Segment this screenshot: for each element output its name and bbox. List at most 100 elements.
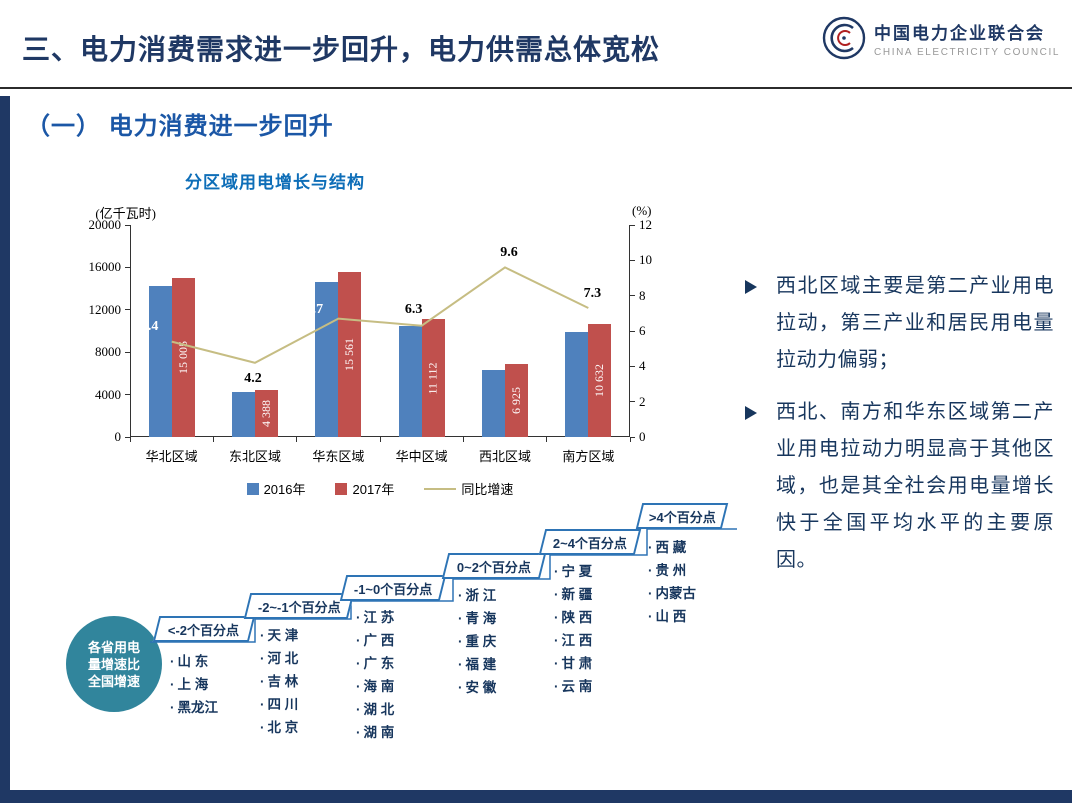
bullet-item: 西北、南方和华东区域第二产业用电拉动力明显高于其他区域，也是其全社会用电量增长快… bbox=[742, 394, 1054, 579]
province-item: 贵 州 bbox=[648, 559, 696, 582]
step-range-box: 2~4个百分点 bbox=[538, 529, 642, 555]
left-axis-label: 12000 bbox=[88, 301, 122, 317]
left-axis-tick bbox=[125, 394, 130, 396]
province-item: 河 北 bbox=[260, 647, 299, 670]
page-title: 三、电力消费需求进一步回升，电力供需总体宽松 bbox=[22, 34, 661, 65]
legend-label: 同比增速 bbox=[461, 482, 514, 497]
bar-2017: 6 925 bbox=[505, 363, 528, 437]
province-item: 广 东 bbox=[356, 652, 395, 675]
step-range-box: <-2个百分点 bbox=[152, 616, 256, 642]
category-label: 南方区域 bbox=[562, 449, 615, 464]
regional-electricity-chart: (亿千瓦时) (%) 0 4000 8000 12000 16000 20000 0 2 4 6 8… bbox=[60, 195, 720, 507]
step-range-box: -2~-1个百分点 bbox=[243, 593, 355, 619]
legend-label: 2017年 bbox=[352, 482, 395, 497]
right-axis-label: 4 bbox=[639, 358, 646, 374]
left-axis-unit: (亿千瓦时) bbox=[95, 206, 156, 221]
right-axis-label: 10 bbox=[639, 252, 652, 268]
left-axis-tick bbox=[125, 266, 130, 268]
right-axis-label: 12 bbox=[639, 217, 652, 232]
province-item: 宁 夏 bbox=[554, 560, 593, 583]
province-item: 黑龙江 bbox=[170, 696, 219, 719]
province-item: 四 川 bbox=[260, 693, 299, 716]
step-range-box: -1~0个百分点 bbox=[339, 575, 447, 601]
province-item: 天 津 bbox=[260, 624, 299, 647]
legend-label: 2016年 bbox=[263, 482, 306, 497]
bottom-accent-bar bbox=[0, 790, 1072, 803]
province-item: 浙 江 bbox=[458, 584, 497, 607]
line-value-label: 7.3 bbox=[583, 286, 602, 302]
x-axis-tick bbox=[546, 437, 548, 442]
chart-title: 分区域用电增长与结构 bbox=[185, 173, 365, 192]
x-axis-tick bbox=[129, 437, 131, 442]
left-axis-label: 4000 bbox=[95, 386, 121, 402]
section-heading: （一） 电力消费进一步回升 bbox=[26, 113, 334, 140]
step-range-label: <-2个百分点 bbox=[168, 622, 240, 638]
province-item: 云 南 bbox=[554, 675, 593, 698]
x-axis-tick bbox=[379, 437, 381, 442]
steps-staircase-line bbox=[150, 528, 737, 643]
growth-line bbox=[171, 266, 589, 364]
right-axis-tick bbox=[630, 365, 635, 367]
right-axis-label: 8 bbox=[639, 287, 646, 303]
province-item: 湖 南 bbox=[356, 721, 395, 744]
step-range-label: -1~0个百分点 bbox=[353, 581, 433, 597]
step-range-label: 2~4个百分点 bbox=[552, 535, 628, 551]
x-axis-tick bbox=[462, 437, 464, 442]
province-list: 天 津河 北吉 林四 川北 京 bbox=[260, 624, 299, 739]
x-axis-tick bbox=[296, 437, 298, 442]
x-axis-tick bbox=[629, 437, 631, 442]
province-item: 江 西 bbox=[554, 629, 593, 652]
line-value-label: 6.7 bbox=[305, 301, 324, 317]
left-axis-tick bbox=[125, 351, 130, 353]
bar-2016 bbox=[482, 370, 505, 437]
left-axis-tick bbox=[125, 224, 130, 226]
category-label: 华北区域 bbox=[145, 449, 198, 464]
province-list: 浙 江青 海重 庆福 建安 徽 bbox=[458, 584, 497, 699]
province-item: 内蒙古 bbox=[648, 582, 697, 605]
province-item: 广 西 bbox=[356, 629, 395, 652]
left-axis-label: 8000 bbox=[95, 344, 121, 360]
cec-logo-emblem bbox=[822, 16, 866, 60]
x-axis-tick bbox=[212, 437, 214, 442]
province-list: 西 藏贵 州内蒙古山 西 bbox=[648, 536, 697, 628]
left-axis-label: 16000 bbox=[88, 259, 122, 275]
province-item: 江 苏 bbox=[356, 606, 395, 629]
steps-badge-label: 各省用电量增速比全国增速 bbox=[87, 639, 140, 689]
bar-2016 bbox=[565, 331, 589, 437]
legend-swatch bbox=[335, 482, 348, 495]
right-axis-label: 0 bbox=[639, 429, 646, 444]
province-item: 北 京 bbox=[260, 716, 299, 739]
bar-2017: 15 005 bbox=[171, 277, 195, 437]
left-axis-label: 0 bbox=[114, 429, 122, 444]
left-axis-label: 20000 bbox=[88, 217, 122, 232]
province-item: 福 建 bbox=[458, 653, 497, 676]
bar-2016 bbox=[148, 286, 172, 437]
step-range-label: -2~-1个百分点 bbox=[257, 599, 341, 615]
legend-item: 2016年 bbox=[246, 479, 306, 498]
right-axis-label: 2 bbox=[639, 393, 646, 409]
line-value-label: 9.6 bbox=[500, 245, 518, 261]
province-item: 重 庆 bbox=[458, 630, 497, 653]
chart-legend: 2016年 2017年 同比增速 bbox=[130, 479, 630, 498]
province-item: 新 疆 bbox=[554, 583, 593, 606]
right-axis-tick bbox=[630, 224, 635, 226]
line-value-label: 4.2 bbox=[244, 370, 262, 386]
step-range-label: 0~2个百分点 bbox=[456, 559, 532, 575]
step-range-box: >4个百分点 bbox=[635, 503, 729, 529]
org-name-en: CHINA ELECTRICITY COUNCIL bbox=[874, 46, 1060, 58]
province-list: 宁 夏新 疆陕 西江 西甘 肃云 南 bbox=[554, 560, 593, 698]
bar-2017: 10 632 bbox=[588, 324, 612, 437]
bar-2017: 11 112 bbox=[421, 319, 445, 437]
notes-panel: 西北区域主要是第二产业用电拉动，第三产业和居民用电量拉动力偏弱； 西北、南方和华东… bbox=[742, 268, 1054, 594]
org-name-cn: 中国电力企业联合会 bbox=[874, 23, 1046, 43]
arrow-bullet-icon bbox=[745, 280, 757, 294]
left-axis-tick bbox=[125, 309, 130, 311]
right-axis-tick bbox=[630, 330, 635, 332]
province-item: 吉 林 bbox=[260, 670, 299, 693]
step-range-label: >4个百分点 bbox=[648, 509, 716, 525]
header-divider bbox=[0, 87, 1072, 89]
province-item: 甘 肃 bbox=[554, 652, 593, 675]
bullet-text: 西北区域主要是第二产业用电拉动，第三产业和居民用电量拉动力偏弱； bbox=[776, 275, 1054, 371]
province-item: 陕 西 bbox=[554, 606, 593, 629]
left-accent-bar bbox=[0, 96, 10, 790]
